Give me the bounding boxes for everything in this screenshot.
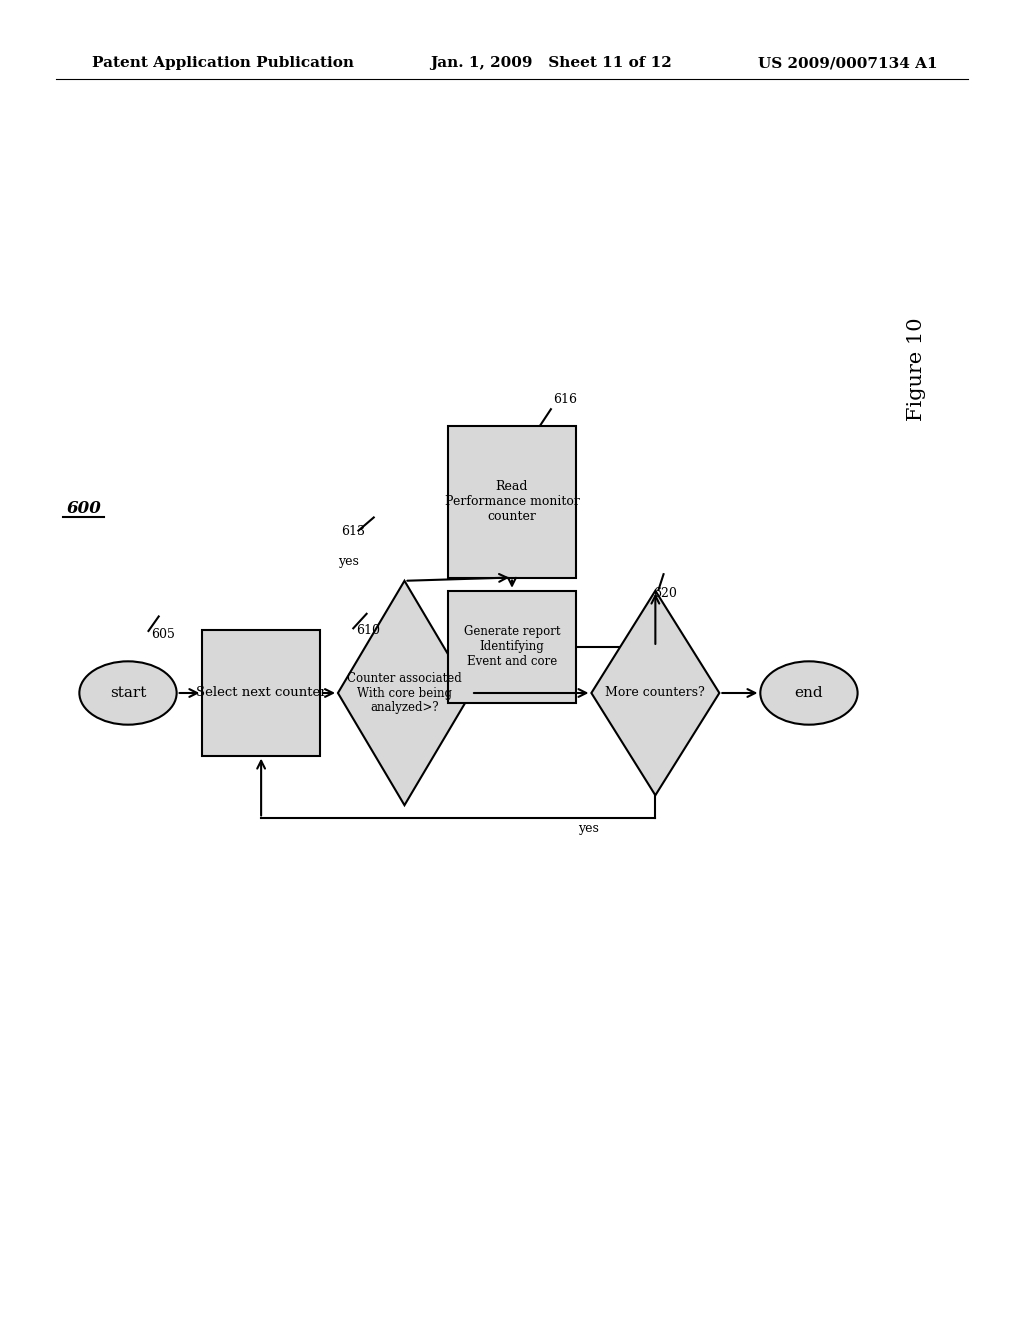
Text: 610: 610 bbox=[356, 623, 380, 636]
Text: start: start bbox=[110, 686, 146, 700]
Text: 605: 605 bbox=[152, 627, 175, 640]
Polygon shape bbox=[592, 591, 719, 795]
Text: end: end bbox=[795, 686, 823, 700]
Text: 620: 620 bbox=[653, 586, 677, 599]
Text: 600: 600 bbox=[67, 500, 101, 516]
FancyBboxPatch shape bbox=[449, 425, 575, 578]
Text: Jan. 1, 2009   Sheet 11 of 12: Jan. 1, 2009 Sheet 11 of 12 bbox=[430, 57, 672, 70]
Ellipse shape bbox=[760, 661, 858, 725]
Text: More counters?: More counters? bbox=[605, 686, 706, 700]
Text: US 2009/0007134 A1: US 2009/0007134 A1 bbox=[758, 57, 937, 70]
Text: Read
Performance monitor
counter: Read Performance monitor counter bbox=[444, 480, 580, 523]
Ellipse shape bbox=[80, 661, 176, 725]
Text: Figure 10: Figure 10 bbox=[907, 318, 926, 421]
Text: Select next counter: Select next counter bbox=[196, 686, 327, 700]
Text: Generate report
Identifying
Event and core: Generate report Identifying Event and co… bbox=[464, 626, 560, 668]
FancyBboxPatch shape bbox=[449, 591, 575, 702]
Text: Counter associated
With core being
analyzed>?: Counter associated With core being analy… bbox=[347, 672, 462, 714]
Text: yes: yes bbox=[579, 822, 599, 834]
Text: 616: 616 bbox=[553, 392, 577, 405]
Text: Patent Application Publication: Patent Application Publication bbox=[92, 57, 354, 70]
Polygon shape bbox=[338, 581, 471, 805]
FancyBboxPatch shape bbox=[203, 631, 319, 755]
Text: yes: yes bbox=[338, 554, 358, 568]
Text: 613: 613 bbox=[341, 524, 365, 537]
